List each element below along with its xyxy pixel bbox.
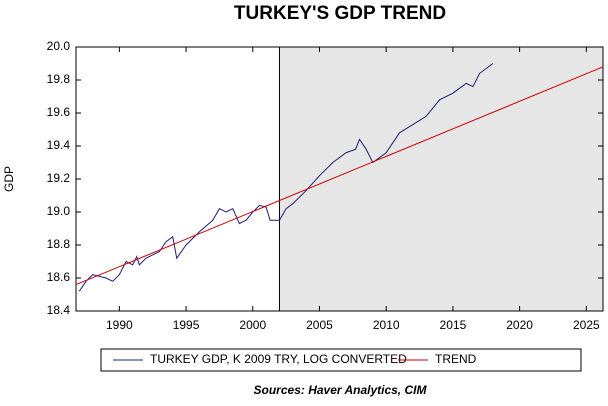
- y-axis-label: GDP: [2, 166, 16, 192]
- x-tick-label: 2015: [440, 318, 467, 332]
- x-tick-label: 2020: [506, 318, 533, 332]
- x-tick-label: 1990: [106, 318, 133, 332]
- chart-title: TURKEY'S GDP TREND: [234, 3, 446, 24]
- x-tick-label: 2000: [239, 318, 266, 332]
- x-tick-label: 2010: [373, 318, 400, 332]
- legend-label: TURKEY GDP, K 2009 TRY, LOG CONVERTED: [150, 352, 407, 366]
- y-tick-label: 19.0: [47, 204, 71, 218]
- y-tick-label: 19.2: [47, 171, 71, 185]
- legend-box: [100, 348, 582, 372]
- shaded-region: [279, 47, 603, 311]
- y-tick-label: 19.6: [47, 105, 71, 119]
- y-tick-label: 18.8: [47, 237, 71, 251]
- series-line: [78, 63, 494, 292]
- y-tick-label: 18.4: [47, 303, 71, 317]
- legend-label: TREND: [435, 352, 477, 366]
- y-tick-label: 19.4: [47, 138, 71, 152]
- x-tick-label: 1995: [173, 318, 200, 332]
- x-tick-label: 2005: [306, 318, 333, 332]
- series-line: [75, 66, 604, 286]
- y-tick-label: 18.6: [47, 270, 71, 284]
- y-tick-label: 20.0: [47, 39, 71, 53]
- y-tick-label: 19.8: [47, 72, 71, 86]
- x-tick-label: 2025: [573, 318, 600, 332]
- source-note: Sources: Haver Analytics, CIM: [254, 383, 428, 397]
